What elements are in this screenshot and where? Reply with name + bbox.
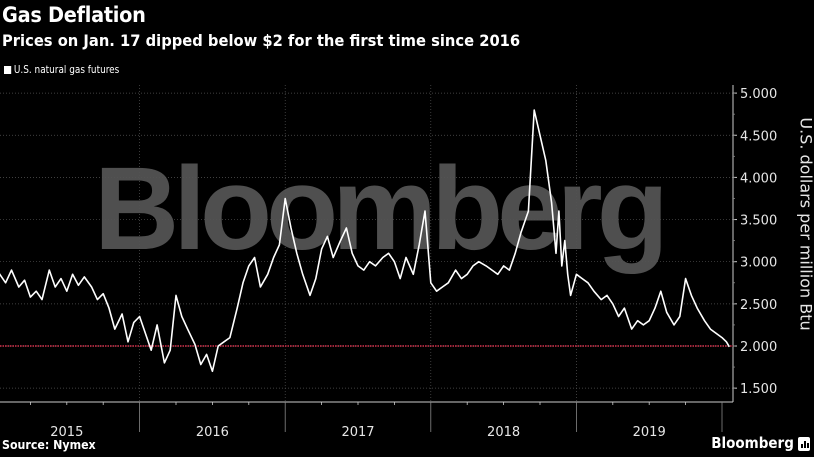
y-tick-label: 2.000 — [740, 340, 777, 355]
gas-futures-line — [0, 109, 730, 373]
legend: U.S. natural gas futures — [4, 63, 119, 76]
gridlines — [0, 85, 733, 402]
y-tick-label: 5.000 — [740, 87, 777, 102]
x-tick-label: 2018 — [487, 425, 520, 440]
bloomberg-brand: Bloomberg — [711, 434, 794, 452]
y-tick-label: 4.000 — [740, 171, 777, 186]
y-tick-label: 3.000 — [740, 256, 777, 271]
y-tick-label: 1.500 — [740, 382, 777, 397]
chart-subtitle: Prices on Jan. 17 dipped below $2 for th… — [2, 31, 521, 50]
y-tick-label: 3.500 — [740, 214, 777, 229]
y-tick-label: 4.500 — [740, 129, 777, 144]
chart-title: Gas Deflation — [2, 3, 146, 27]
x-tick-label: 2017 — [341, 425, 374, 440]
axes — [0, 85, 734, 432]
legend-label: U.S. natural gas futures — [13, 63, 120, 76]
x-tick-label: 2015 — [50, 425, 83, 440]
y-tick-label: 2.500 — [740, 298, 777, 313]
x-tick-label: 2016 — [196, 425, 229, 440]
y-axis-label: U.S. dollars per million Btu — [796, 117, 814, 331]
y-axis-ticks: 5.000 4.500 4.000 3.500 3.000 2.500 2.000 1.500 — [733, 87, 777, 397]
legend-swatch — [4, 65, 12, 74]
x-axis-labels: 2015 2016 2017 2018 2019 — [50, 425, 665, 440]
bloomberg-chart-icon — [798, 437, 810, 451]
x-tick-label: 2019 — [633, 425, 666, 440]
source-note: Source: Nymex — [2, 438, 96, 452]
